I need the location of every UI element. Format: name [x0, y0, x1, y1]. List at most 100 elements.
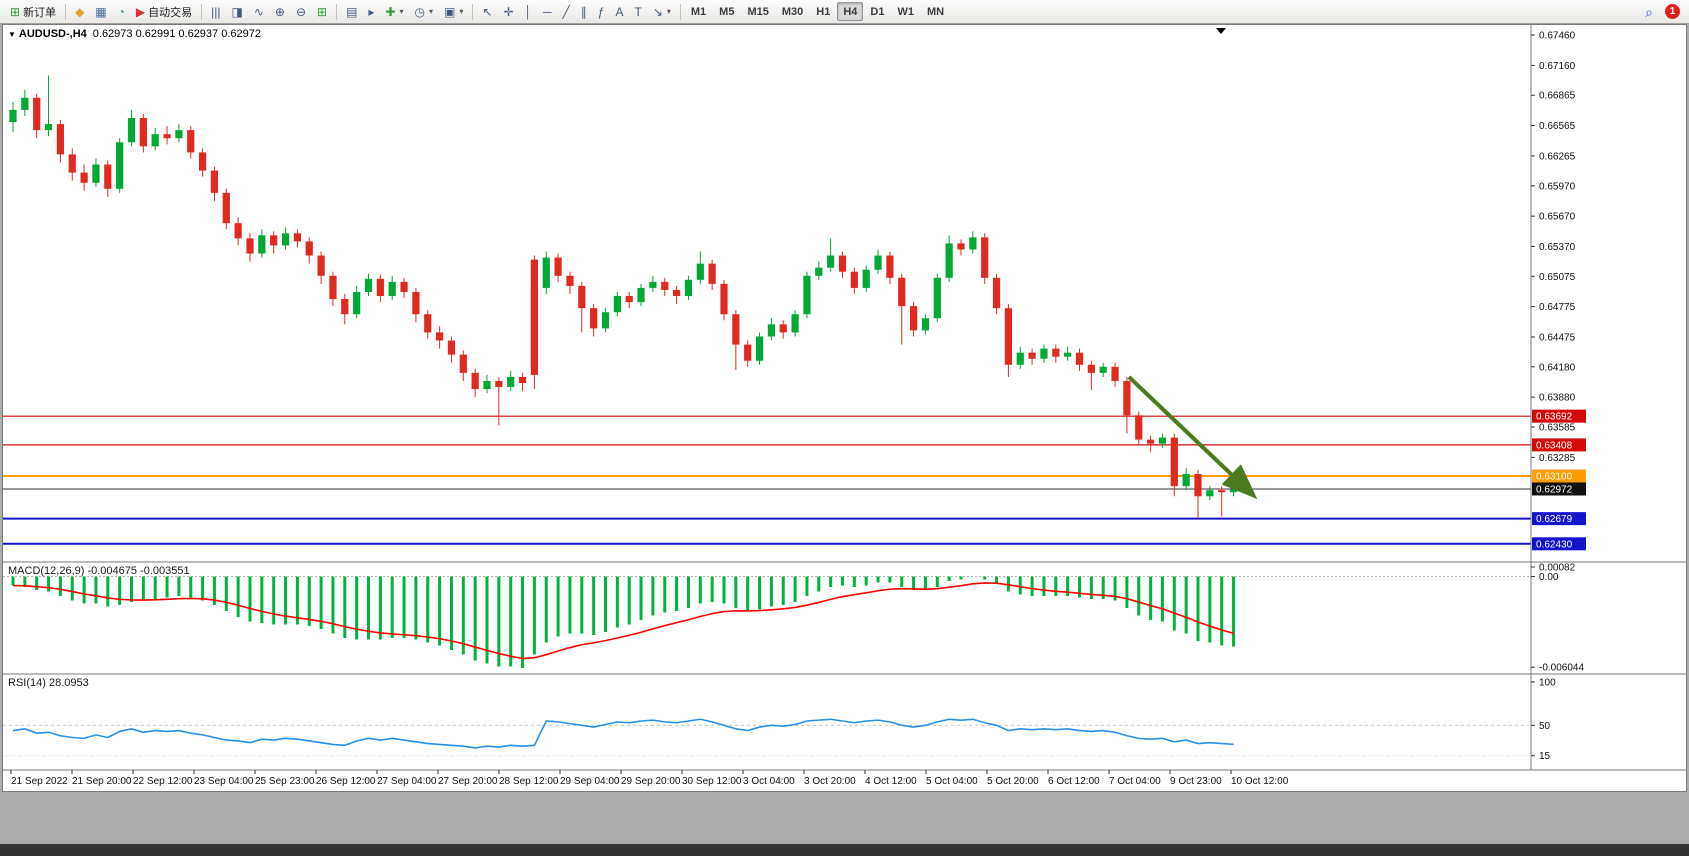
trend-arrow[interactable] [1127, 375, 1258, 500]
vertical-line-icon: │ [524, 4, 533, 19]
line-chart-button[interactable]: ∿ [249, 2, 269, 21]
tf-h1-label: H1 [816, 5, 831, 18]
rsi-axis-label: 50 [1539, 721, 1551, 732]
candle-body [1170, 437, 1178, 487]
tf-h1-button[interactable]: H1 [810, 2, 836, 21]
time-axis-label: 21 Sep 2022 [11, 776, 68, 787]
candle-body [305, 241, 313, 256]
tf-m15-button[interactable]: M15 [741, 2, 774, 21]
fibonacci-button[interactable]: ƒ [593, 2, 610, 21]
tf-m5-button[interactable]: M5 [713, 2, 740, 21]
candle-body [329, 275, 337, 300]
price-axis-label: 0.63585 [1539, 422, 1576, 433]
chart-shift-button[interactable]: ▸ [363, 2, 379, 21]
chart-window: 0.67460 0.67160 0.66865 0.66565 0.66265 0.659… [2, 24, 1687, 792]
price-axis-label: 0.66565 [1539, 121, 1576, 132]
toolbar: ⊞ 新订单 ◆ ▦ ◔ ▶ 自动交易 ||| ◨ ∿ ⊕ ⊖ ⊞ ▤ ▸ ✚ ▾ ◷ ▾ ▣ ▾ ↖ ✛ │ ─ ╱ ∥ ƒ A T ↘ ▾ M… [0, 0, 1689, 24]
indicators-button[interactable]: ✚ ▾ [380, 2, 408, 21]
candle-body [815, 267, 823, 276]
tf-w1-button[interactable]: W1 [891, 2, 920, 21]
candle-body [755, 336, 764, 361]
chart-ohlc-values: 0.62973 0.62991 0.62937 0.62972 [92, 28, 261, 40]
candle-body [507, 376, 515, 388]
time-axis-label: 7 Oct 04:00 [1109, 776, 1161, 787]
collapse-triangle-icon[interactable]: ▼ [8, 30, 16, 39]
candle-body [471, 372, 479, 390]
charts-icon: ▦ [95, 4, 107, 19]
templates-dropdown-icon[interactable]: ▾ [459, 7, 464, 16]
candle-body [910, 306, 918, 331]
charts-button[interactable]: ▦ [90, 2, 111, 21]
price-level-box [1532, 438, 1586, 452]
new-order-button[interactable]: ⊞ 新订单 [5, 2, 61, 21]
autotrading-button[interactable]: ▶ 自动交易 [131, 2, 197, 21]
candle-body [981, 237, 989, 278]
candle-body [1087, 364, 1095, 373]
candle-body [163, 134, 171, 139]
tf-w1-label: W1 [897, 5, 914, 18]
bar-chart-button[interactable]: ||| [206, 2, 225, 21]
candle-body [210, 170, 219, 193]
candle-body [1016, 352, 1024, 365]
channel-icon: ∥ [580, 4, 587, 19]
auto-arrange-button[interactable]: ▤ [341, 2, 362, 21]
tf-m15-label: M15 [747, 5, 769, 18]
search-button[interactable]: ⌕ [1640, 2, 1658, 21]
price-axis-label: 0.65370 [1539, 242, 1576, 253]
candle-body [33, 97, 41, 131]
candle-body [779, 324, 787, 333]
price-axis-label: 0.67460 [1539, 31, 1576, 42]
candle-body [992, 277, 1001, 309]
trendline-button[interactable]: ╱ [558, 2, 575, 21]
candlestick-chart-button[interactable]: ◨ [226, 2, 247, 21]
zoom-out-button[interactable]: ⊖ [291, 2, 311, 21]
candle-body [1147, 439, 1155, 444]
tf-m1-button[interactable]: M1 [685, 2, 712, 21]
horizontal-line-button[interactable]: ─ [538, 2, 557, 21]
toolbar-separator [201, 3, 203, 20]
crosshair-button[interactable]: ✛ [498, 2, 518, 21]
arrows-button[interactable]: ↘ ▾ [648, 2, 676, 21]
candle-body [1028, 352, 1036, 359]
price-level-box [1532, 482, 1586, 496]
text-button[interactable]: A [610, 2, 628, 21]
cursor-button[interactable]: ↖ [477, 2, 497, 21]
time-axis-label: 29 Sep 20:00 [621, 776, 681, 787]
time-axis-label: 30 Sep 12:00 [682, 776, 742, 787]
price-axis-label: 0.63880 [1539, 393, 1576, 404]
candle-body [44, 124, 53, 131]
text-label-icon: T [634, 4, 642, 19]
crosshair-icon: ✛ [503, 4, 514, 19]
macd-histogram [11, 576, 1236, 668]
autotrading-label: 自动交易 [148, 6, 193, 19]
macd-axis-label: -0.006044 [1539, 663, 1584, 674]
tf-h4-button[interactable]: H4 [837, 2, 864, 21]
tile-windows-button[interactable]: ⊞ [312, 2, 332, 21]
notification-badge[interactable]: 1 [1665, 4, 1680, 19]
market-watch-button[interactable]: ◔ [113, 2, 130, 21]
time-axis-label: 27 Sep 20:00 [438, 776, 498, 787]
vertical-line-button[interactable]: │ [520, 2, 538, 21]
tf-d1-label: D1 [870, 5, 885, 18]
candle-body [21, 97, 29, 110]
periods-dropdown-icon[interactable]: ▾ [429, 7, 434, 16]
tf-m30-button[interactable]: M30 [776, 2, 809, 21]
chart-canvas[interactable]: 0.67460 0.67160 0.66865 0.66565 0.66265 0.659… [3, 25, 1686, 791]
zoom-in-button[interactable]: ⊕ [270, 2, 290, 21]
tf-d1-button[interactable]: D1 [864, 2, 890, 21]
arrows-dropdown-icon[interactable]: ▾ [666, 7, 671, 16]
price-axis-label: 0.65970 [1539, 181, 1576, 192]
templates-button[interactable]: ▣ ▾ [439, 2, 468, 21]
indicators-dropdown-icon[interactable]: ▾ [399, 7, 404, 16]
price-level-box-label: 0.62679 [1536, 514, 1573, 525]
time-axis-label: 9 Oct 23:00 [1170, 776, 1222, 787]
candle-body [1052, 348, 1060, 357]
periods-button[interactable]: ◷ ▾ [410, 2, 439, 21]
text-label-button[interactable]: T [629, 2, 646, 21]
profiles-button[interactable]: ◆ [70, 2, 89, 21]
price-axis-label: 0.66265 [1539, 151, 1576, 162]
channel-button[interactable]: ∥ [576, 2, 592, 21]
time-axis-label: 5 Oct 20:00 [987, 776, 1039, 787]
chart-shift-marker-icon[interactable] [1216, 28, 1226, 34]
tf-mn-button[interactable]: MN [921, 2, 950, 21]
